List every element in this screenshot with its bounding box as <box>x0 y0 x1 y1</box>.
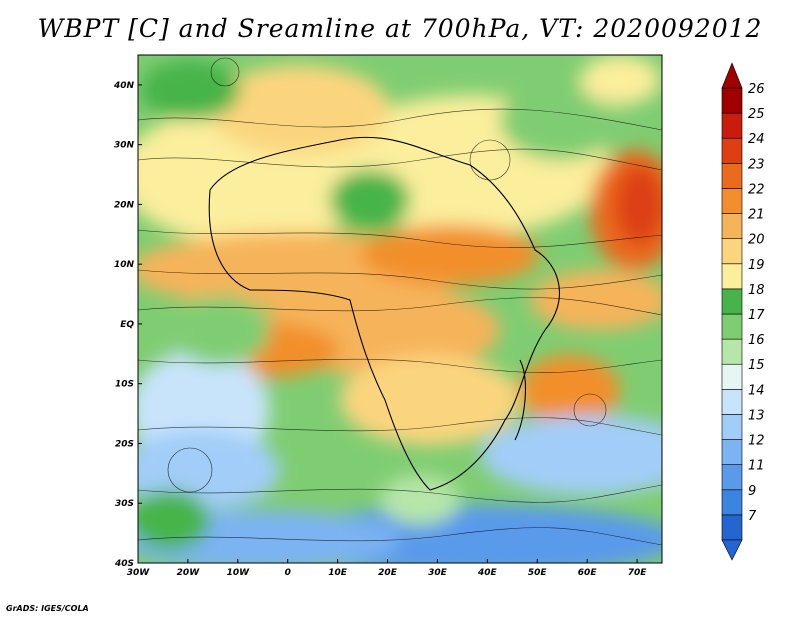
streamlines <box>138 57 662 546</box>
field-patch <box>210 65 390 155</box>
field-patch <box>330 170 410 230</box>
lon-tick-label: 20W <box>177 568 201 578</box>
wbpt-field <box>138 55 662 563</box>
colorbar-label: 14 <box>748 383 765 398</box>
field-patch <box>138 490 210 550</box>
colorbar-label: 24 <box>748 132 765 147</box>
field-patch <box>380 475 460 525</box>
lon-tick-label: 40E <box>477 568 498 578</box>
colorbar-swatch <box>721 263 743 290</box>
field-patch <box>138 430 280 510</box>
streamline <box>138 269 662 290</box>
map-title: WBPT [C] and Sreamline at 700hPa, VT: 20… <box>37 14 763 43</box>
streamline-vortex <box>573 393 607 427</box>
colorbar: 7 9 11 12 13 14 15 16 17 18 19 20 21 22 23 24 25 26 <box>721 62 765 561</box>
colorbar-swatch <box>721 514 743 541</box>
lat-tick-label: 20N <box>114 200 135 210</box>
colorbar-label: 9 <box>748 484 756 499</box>
field-patch <box>480 415 662 495</box>
colorbar-swatch <box>721 238 743 265</box>
colorbar-label: 7 <box>748 509 757 524</box>
madagascar-coastline <box>514 359 526 441</box>
lon-tick-label: 0 <box>285 568 291 578</box>
colorbar-label: 13 <box>748 408 765 423</box>
colorbar-swatch <box>721 389 743 415</box>
lon-tick-label: 50E <box>528 568 548 578</box>
colorbar-swatch <box>721 112 743 139</box>
colorbar-label: 20 <box>748 233 765 248</box>
colorbar-arrow-bottom <box>721 539 743 561</box>
colorbar-swatch <box>721 414 743 440</box>
colorbar-swatch <box>721 363 743 390</box>
colorbar-label: 11 <box>748 459 765 474</box>
lon-tick-label: 10E <box>328 568 348 578</box>
streamline <box>138 297 662 316</box>
field-patch <box>520 355 620 425</box>
colorbar-label: 23 <box>748 157 765 172</box>
lat-tick-label: 40S <box>114 559 134 569</box>
colorbar-label: 25 <box>748 107 765 122</box>
streamline <box>138 484 662 503</box>
axis-ticks: 30W 20W 10W 0 10E 20E 30E 40E 50E 60E 70E 40N 30N 20N… <box>113 81 647 578</box>
lat-tick-label: 10S <box>115 380 134 390</box>
streamline <box>138 229 662 248</box>
lon-tick-label: 30W <box>127 568 151 578</box>
colorbar-label: 21 <box>748 208 765 223</box>
field-patch <box>580 55 660 105</box>
lat-tick-label: 40N <box>113 81 135 91</box>
colorbar-label: 17 <box>748 308 765 323</box>
colorbar-label: 15 <box>748 358 765 373</box>
lon-tick-label: 30E <box>428 568 448 578</box>
field-patch <box>340 355 520 445</box>
lon-tick-label: 20E <box>378 568 398 578</box>
lon-tick-label: 60E <box>578 568 598 578</box>
colorbar-label: 18 <box>748 283 765 298</box>
colorbar-swatch <box>721 288 743 315</box>
lat-tick-label: 30S <box>115 499 134 509</box>
lon-tick-label: 10W <box>227 568 251 578</box>
lon-tick-label: 70E <box>628 568 648 578</box>
streamline-vortex <box>167 447 213 493</box>
field-patch <box>500 80 620 160</box>
colorbar-swatch <box>721 87 743 114</box>
colorbar-swatch <box>721 163 743 189</box>
field-patch <box>170 295 270 365</box>
colorbar-label: 22 <box>748 182 765 197</box>
africa-coastline <box>208 136 560 491</box>
streamline-vortex <box>210 57 240 87</box>
field-patch <box>140 60 240 120</box>
streamline <box>138 417 662 436</box>
streamline <box>138 148 662 171</box>
colorbar-swatch <box>721 439 743 465</box>
field-patch <box>615 165 662 245</box>
streamline-vortex <box>469 139 511 181</box>
colorbar-swatch <box>721 137 743 164</box>
colorbar-swatch <box>721 464 743 491</box>
colorbar-arrow-top <box>721 62 743 89</box>
wbpt-shading <box>138 55 662 563</box>
lat-tick-label: EQ <box>120 320 134 330</box>
colorbar-swatch <box>721 213 743 239</box>
field-patch <box>530 270 662 330</box>
coastlines <box>208 136 560 491</box>
colorbar-label: 19 <box>748 258 765 273</box>
colorbar-label: 16 <box>748 333 765 348</box>
streamline <box>138 527 662 546</box>
colorbar-swatch <box>721 188 743 214</box>
colorbar-swatch <box>721 313 743 340</box>
colorbar-swatch <box>721 489 743 516</box>
streamline <box>138 108 662 131</box>
colorbar-swatch <box>721 338 743 365</box>
colorbar-label: 12 <box>748 434 765 449</box>
colorbar-label: 26 <box>748 82 765 97</box>
credit-text: GrADS: IGES/COLA <box>6 604 89 613</box>
map-frame <box>137 54 663 564</box>
field-patch <box>360 225 540 285</box>
streamline <box>138 358 662 373</box>
lat-tick-label: 10N <box>114 260 135 270</box>
lat-tick-label: 20S <box>115 439 134 449</box>
lat-tick-label: 30N <box>114 141 135 151</box>
